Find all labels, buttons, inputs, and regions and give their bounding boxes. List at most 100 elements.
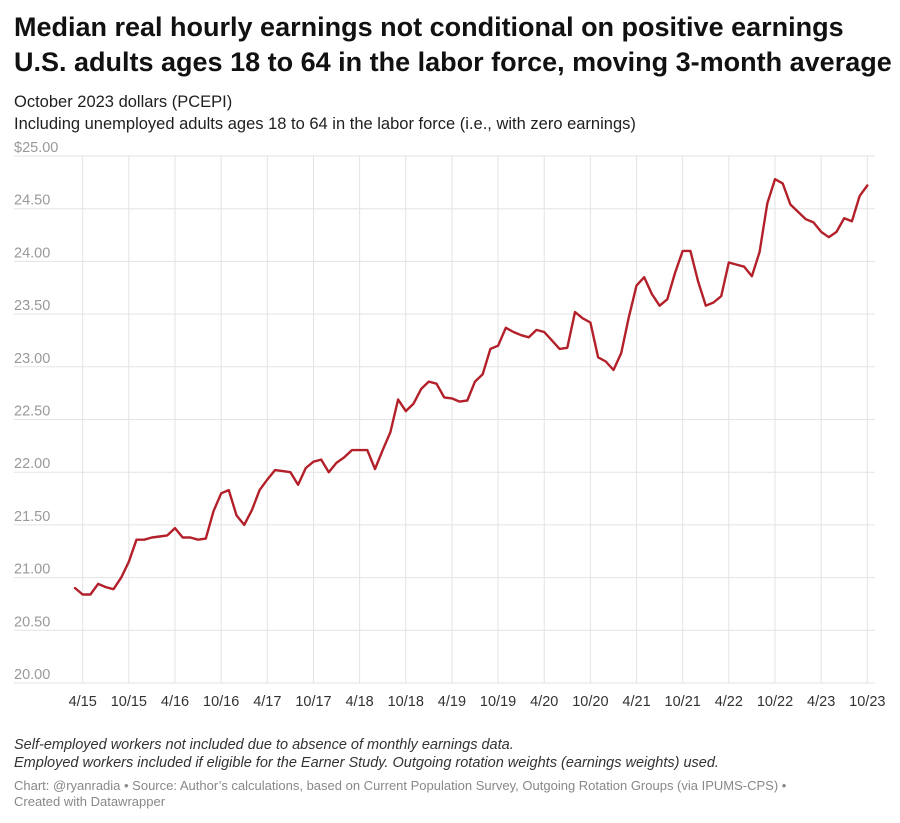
data-point: [73, 586, 78, 591]
data-point: [142, 537, 147, 542]
data-point: [742, 264, 747, 269]
y-tick-label: 20.00: [14, 667, 50, 683]
data-point: [473, 379, 478, 384]
data-point: [611, 368, 616, 373]
data-point: [303, 466, 308, 471]
y-tick-label: 24.50: [14, 193, 50, 209]
data-point: [726, 260, 731, 265]
data-point: [373, 467, 378, 472]
data-point: [703, 303, 708, 308]
data-point: [511, 330, 516, 335]
data-point: [634, 283, 639, 288]
x-tick-label: 4/19: [438, 694, 466, 710]
x-tick-label: 10/18: [388, 694, 424, 710]
data-point: [149, 535, 154, 540]
data-point: [96, 581, 101, 586]
data-point: [534, 327, 539, 332]
x-tick-label: 10/19: [480, 694, 516, 710]
data-point: [173, 526, 178, 531]
data-point: [696, 279, 701, 284]
data-point: [180, 535, 185, 540]
data-point: [503, 325, 508, 330]
data-point: [134, 537, 139, 542]
data-point: [334, 460, 339, 465]
data-point: [680, 248, 685, 253]
data-point: [496, 343, 501, 348]
data-point: [596, 355, 601, 360]
data-point: [757, 249, 762, 254]
data-point: [734, 262, 739, 267]
y-tick-label: 21.00: [14, 562, 50, 578]
gridlines: [14, 155, 875, 684]
data-point: [196, 537, 201, 542]
x-axis-ticks: 4/15 10/15 4/16 10/16 4/17 10/17 4/18 10/18 4/19…: [69, 694, 886, 710]
data-point: [111, 587, 116, 592]
data-point: [157, 534, 162, 539]
data-point: [388, 430, 393, 435]
data-point: [565, 345, 570, 350]
series-layer: [73, 178, 869, 597]
data-point: [426, 379, 431, 384]
data-point: [803, 217, 808, 222]
data-point: [288, 470, 293, 475]
y-tick-label: 23.50: [14, 298, 50, 314]
x-tick-label: 4/17: [253, 694, 281, 710]
data-point: [411, 401, 416, 406]
data-point: [319, 457, 324, 462]
x-tick-label: 10/16: [203, 694, 239, 710]
data-point: [719, 294, 724, 299]
data-point: [203, 536, 208, 541]
data-point: [419, 386, 424, 391]
x-tick-label: 10/20: [572, 694, 608, 710]
data-point: [434, 381, 439, 386]
chart-subtitle-line: October 2023 dollars (PCEPI): [14, 93, 233, 111]
data-point: [326, 470, 331, 475]
data-point: [349, 448, 354, 453]
data-point: [273, 468, 278, 473]
data-point: [249, 508, 254, 513]
chart-title: Median real hourly earnings not conditio…: [14, 10, 894, 80]
data-point: [257, 488, 262, 493]
x-tick-label: 10/22: [757, 694, 793, 710]
x-tick-label: 10/21: [665, 694, 701, 710]
data-point: [788, 202, 793, 207]
data-point: [642, 275, 647, 280]
data-point: [765, 201, 770, 206]
x-tick-label: 4/16: [161, 694, 189, 710]
data-point: [342, 455, 347, 460]
data-point: [619, 351, 624, 356]
note-line: Employed workers included if eligible fo…: [14, 755, 719, 771]
data-point: [834, 229, 839, 234]
note-line: Self-employed workers not included due t…: [14, 737, 514, 753]
data-point: [826, 235, 831, 240]
data-point: [673, 271, 678, 276]
data-point: [296, 482, 301, 487]
chart-notes: Self-employed workers not included due t…: [14, 736, 894, 772]
data-point: [103, 585, 108, 590]
x-tick-label: 4/23: [807, 694, 835, 710]
chart-title-line: U.S. adults ages 18 to 64 in the labor f…: [14, 47, 892, 77]
x-tick-label: 10/15: [111, 694, 147, 710]
data-point: [365, 448, 370, 453]
data-point: [519, 333, 524, 338]
data-point: [119, 575, 124, 580]
data-point: [842, 216, 847, 221]
data-point: [688, 248, 693, 253]
data-point: [234, 513, 239, 518]
data-point: [396, 397, 401, 402]
data-point: [819, 229, 824, 234]
series-line: [73, 178, 869, 596]
data-point: [603, 359, 608, 364]
data-point: [80, 592, 85, 597]
data-point: [188, 535, 193, 540]
data-point: [465, 398, 470, 403]
data-point: [526, 335, 531, 340]
data-point: [265, 477, 270, 482]
y-tick-label: 21.50: [14, 509, 50, 525]
data-point: [226, 488, 231, 493]
chart-subtitle-line: Including unemployed adults ages 18 to 6…: [14, 115, 636, 133]
data-point: [542, 330, 547, 335]
data-point: [211, 509, 216, 514]
data-point: [457, 399, 462, 404]
data-point: [657, 303, 662, 308]
